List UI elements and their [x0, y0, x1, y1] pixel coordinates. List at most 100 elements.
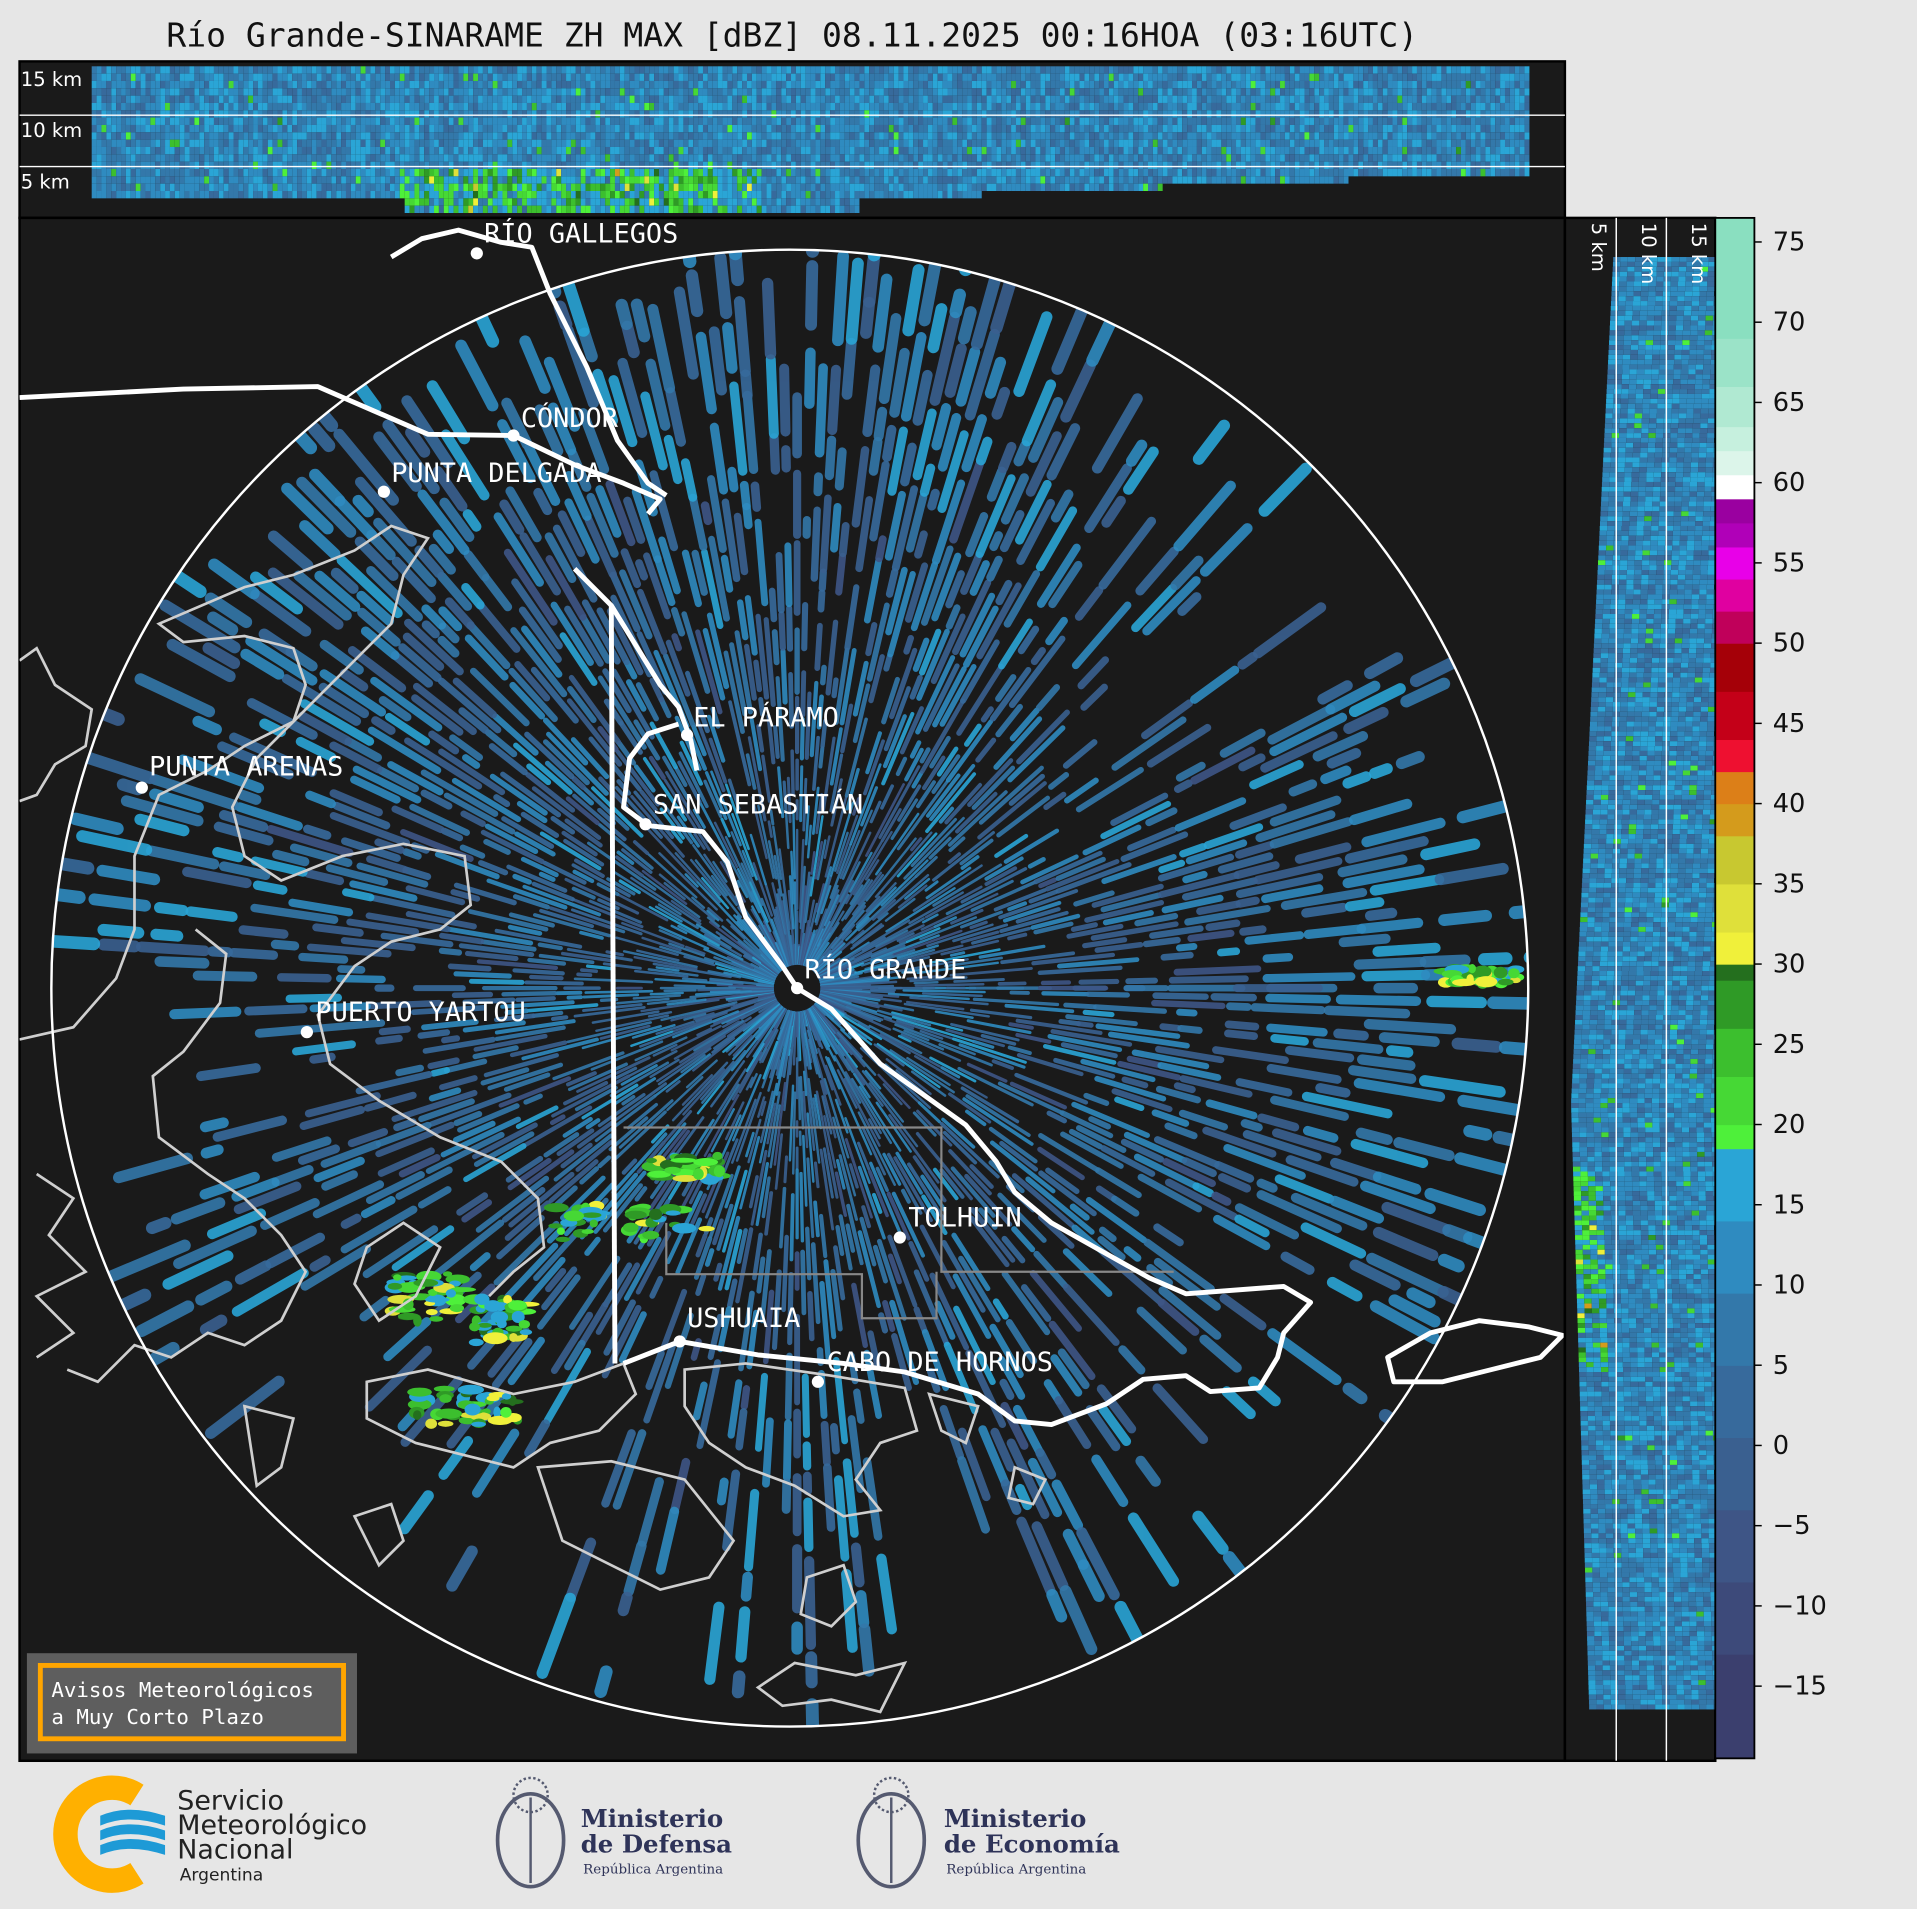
radar-echo [1272, 1128, 1342, 1156]
radar-echo [1400, 677, 1451, 708]
radar-echo [494, 928, 583, 949]
radar-echo [1028, 889, 1059, 904]
radar-echo [912, 369, 933, 426]
radar-echo [966, 1062, 1008, 1083]
radar-echo [1173, 1082, 1196, 1094]
radar-echo [812, 1097, 819, 1129]
radar-echo [749, 1072, 758, 1089]
ministerio-economia-logo: Ministerio de Economía República Argenti… [856, 1776, 1120, 1889]
radar-echo [1025, 1176, 1095, 1235]
radar-echo [704, 1601, 725, 1685]
radar-echo [891, 1011, 964, 1032]
radar-echo [743, 1488, 760, 1572]
radar-echo [922, 663, 960, 732]
radar-echo [1369, 1300, 1441, 1345]
radar-echo [231, 1177, 280, 1202]
radar-echo [709, 977, 775, 987]
radar-echo [350, 775, 401, 804]
radar-echo [909, 996, 989, 1006]
radar-echo [1035, 506, 1078, 572]
radar-echo [370, 676, 443, 732]
radar-echo [897, 1034, 912, 1043]
radar-echo [313, 1156, 365, 1183]
radar-echo [971, 926, 1031, 945]
radar-echo [545, 555, 587, 621]
radar-echo [865, 837, 917, 902]
radar-echo [815, 874, 833, 926]
radar-echo [542, 860, 587, 885]
radar-echo [1041, 991, 1089, 997]
radar-echo [825, 619, 839, 696]
warning-button[interactable]: Avisos Meteorológicos a Muy Corto Plazo [26, 1653, 357, 1754]
radar-echo [663, 989, 697, 993]
radar-echo [1348, 1065, 1417, 1084]
radar-echo [818, 1213, 828, 1259]
radar-echo [521, 625, 563, 678]
radar-echo [347, 1128, 389, 1148]
radar-echo [750, 890, 772, 933]
radar-echo [714, 251, 733, 320]
radar-echo [1330, 1157, 1382, 1182]
radar-echo [1181, 1157, 1217, 1178]
radar-echo [936, 746, 959, 777]
radar-echo [813, 1003, 827, 1016]
radar-echo [730, 831, 764, 906]
radar-echo [564, 605, 604, 667]
radar-echo [851, 446, 870, 528]
radar-echo [402, 632, 445, 671]
radar-echo [524, 980, 584, 986]
radar-echo [824, 795, 848, 878]
radar-echo [823, 1115, 837, 1169]
radar-echo [807, 1077, 821, 1164]
radar-echo [1075, 766, 1144, 813]
radar-echo [677, 924, 744, 961]
radar-echo [741, 849, 754, 878]
radar-echo [321, 1170, 358, 1191]
radar-echo [891, 1333, 912, 1391]
radar-echo [1168, 975, 1249, 984]
radar-echo [340, 1213, 362, 1229]
radar-echo [1355, 1127, 1393, 1145]
radar-echo [1013, 440, 1031, 467]
radar-echo [1136, 1306, 1187, 1355]
radar-echo [824, 894, 840, 927]
colorbar-tick-label: 75 [1773, 228, 1806, 258]
radar-echo [813, 1161, 820, 1189]
radar-echo [1242, 1130, 1322, 1162]
colorbar-tick-label: −10 [1773, 1591, 1827, 1621]
radar-echo [841, 878, 871, 922]
radar-echo [1452, 978, 1476, 987]
radar-echo [930, 948, 1001, 964]
radar-echo [642, 757, 688, 822]
radar-echo [659, 945, 715, 964]
radar-echo [904, 747, 924, 782]
radar-echo [395, 1064, 424, 1077]
radar-echo [566, 1021, 652, 1044]
radar-echo [750, 1149, 768, 1226]
radar-echo [1151, 999, 1226, 1010]
radar-echo [1350, 1138, 1429, 1169]
radar-echo [766, 713, 776, 765]
radar-echo [740, 862, 751, 883]
colorbar-bin [1715, 338, 1755, 387]
radar-echo [665, 1210, 681, 1216]
radar-echo [852, 683, 871, 744]
radar-echo [466, 621, 511, 670]
radar-echo [845, 767, 860, 811]
radar-echo [438, 622, 460, 644]
radar-echo [266, 825, 354, 858]
radar-echo [1098, 1404, 1132, 1447]
radar-echo [680, 1054, 706, 1074]
radar-echo [952, 1273, 992, 1339]
radar-echo [393, 1118, 417, 1132]
radar-echo [720, 817, 731, 838]
radar-echo [814, 866, 833, 923]
radar-echo [459, 844, 486, 859]
radar-echo [997, 1081, 1064, 1115]
radar-echo [567, 1062, 628, 1092]
radar-echo [775, 552, 785, 614]
radar-echo [1161, 894, 1224, 914]
radar-echo [921, 992, 983, 998]
radar-echo [1009, 1081, 1067, 1110]
